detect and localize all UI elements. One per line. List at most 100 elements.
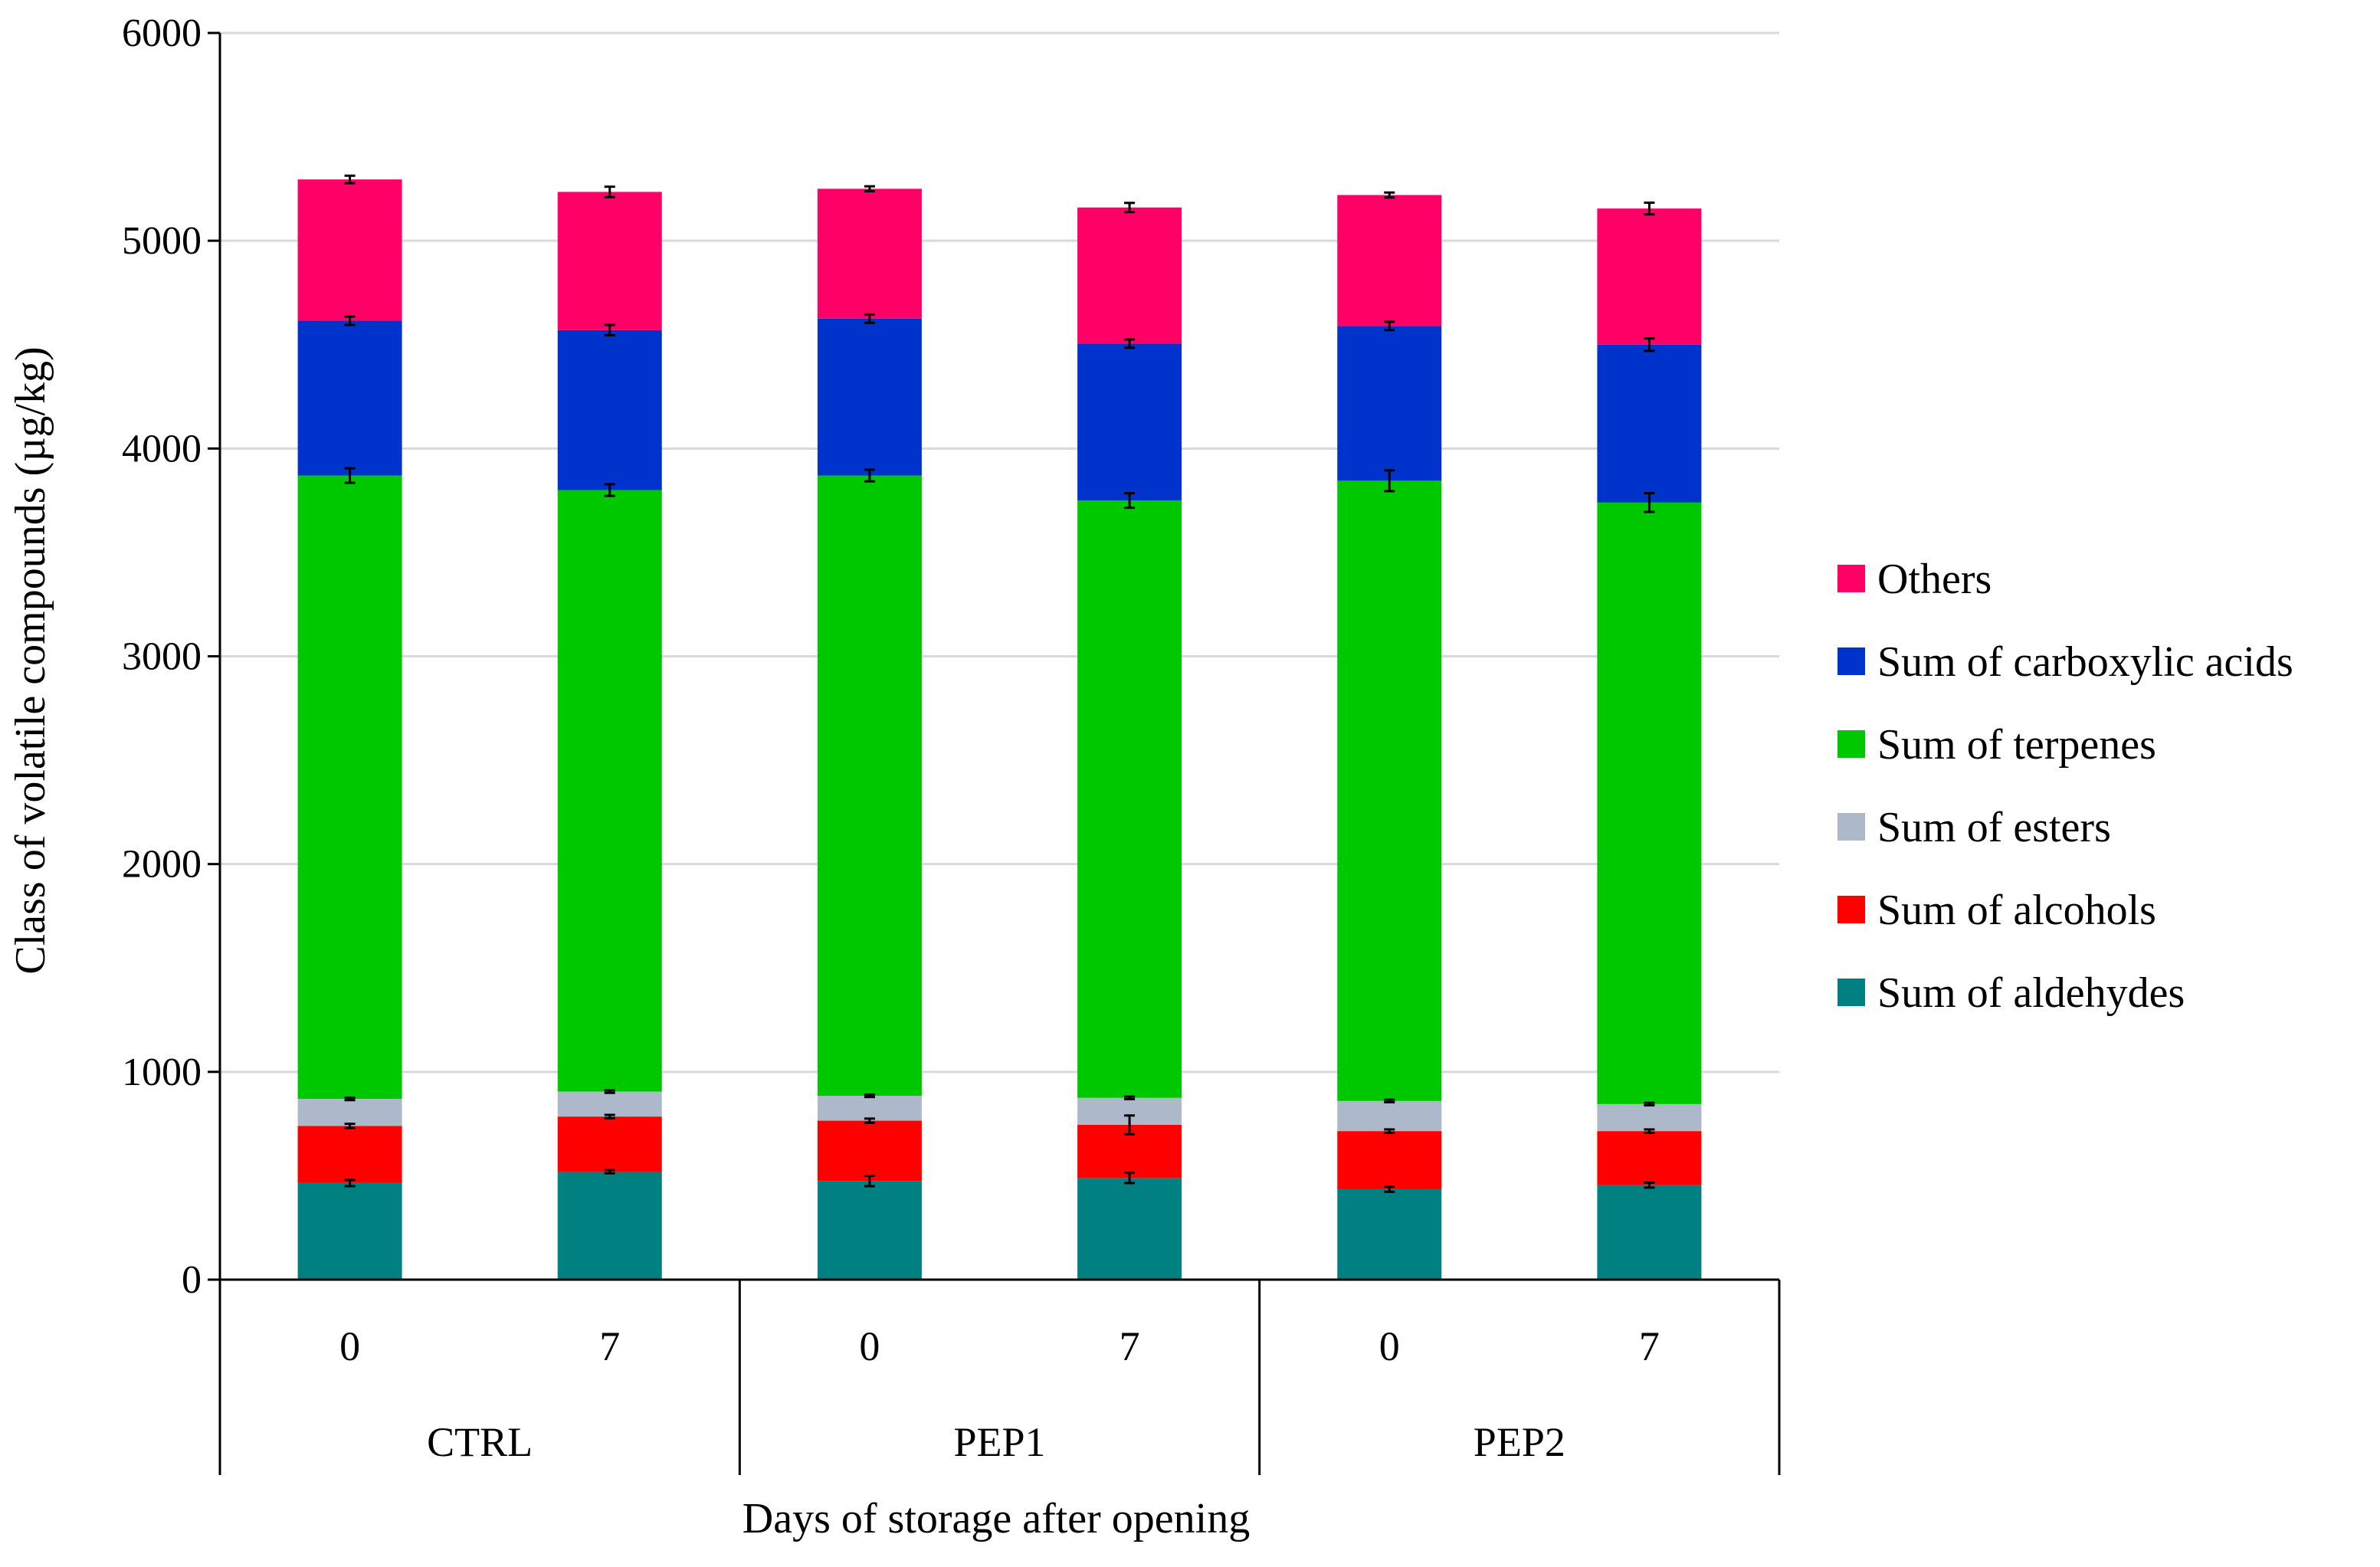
y-tick-label: 0 xyxy=(182,1258,202,1302)
error-bar xyxy=(1384,1098,1395,1103)
error-bar xyxy=(864,1174,875,1188)
legend-label: Sum of alcohols xyxy=(1877,887,2156,934)
error-bar xyxy=(1644,202,1655,216)
bar-segment xyxy=(1077,500,1182,1098)
error-bar xyxy=(864,1093,875,1099)
bar-segment xyxy=(1597,502,1702,1104)
error-bar xyxy=(1644,337,1655,352)
legend-swatch xyxy=(1837,647,1865,675)
group-label: PEP1 xyxy=(953,1419,1045,1465)
x-tick-label: 0 xyxy=(859,1323,880,1369)
x-tick-label: 0 xyxy=(1379,1323,1400,1369)
error-bar xyxy=(344,315,356,326)
bar-segment xyxy=(1597,208,1702,345)
bar-segment xyxy=(817,318,922,476)
error-bar xyxy=(1384,191,1395,199)
legend-label: Others xyxy=(1877,556,1992,603)
legend-label: Sum of carboxylic acids xyxy=(1877,638,2293,686)
bar-segment xyxy=(1337,1189,1442,1280)
y-tick-labels: 0 1000 2000 3000 4000 5000 6000 xyxy=(122,11,220,1302)
error-bars xyxy=(344,174,1655,1193)
bar-segment xyxy=(557,1171,662,1280)
axes xyxy=(218,33,1779,1475)
bar-segment xyxy=(1337,1131,1442,1190)
legend-swatch xyxy=(1837,813,1865,841)
y-tick-label: 5000 xyxy=(122,219,202,263)
error-bar xyxy=(604,1169,615,1175)
x-tick-label: 0 xyxy=(339,1323,360,1369)
error-bar xyxy=(344,1123,356,1129)
bar-segment xyxy=(297,320,402,476)
bar-segment xyxy=(817,1120,922,1182)
gridlines xyxy=(220,31,1779,1074)
y-tick-label: 4000 xyxy=(122,427,202,470)
bar-segment xyxy=(1337,195,1442,326)
bar-segment xyxy=(817,475,922,1097)
error-bar xyxy=(864,185,875,193)
bar-segment xyxy=(817,1181,922,1280)
y-tick-label: 2000 xyxy=(122,843,202,887)
error-bar xyxy=(344,1179,356,1188)
bar-segment xyxy=(817,188,922,319)
bar-segment xyxy=(557,490,662,1092)
bar-segment xyxy=(1337,326,1442,481)
error-bar xyxy=(604,323,615,337)
legend-item: Others xyxy=(1837,556,1992,603)
legend-label: Sum of aldehydes xyxy=(1877,969,2185,1017)
error-bar xyxy=(1384,1185,1395,1193)
bar-segment xyxy=(297,475,402,1100)
bar-segment xyxy=(297,1099,402,1126)
legend-label: Sum of esters xyxy=(1877,804,2111,851)
legend-swatch xyxy=(1837,896,1865,923)
bar-segment xyxy=(1597,1103,1702,1132)
error-bar xyxy=(1124,338,1136,349)
x-tick-label: 7 xyxy=(599,1323,620,1369)
bar-segment xyxy=(1077,1178,1182,1280)
error-bar xyxy=(1124,1095,1136,1100)
group-label: PEP2 xyxy=(1474,1419,1565,1465)
error-bar xyxy=(864,1117,875,1124)
error-bar xyxy=(344,467,356,484)
y-axis-title: Class of volatile compounds (µg/kg) xyxy=(7,346,54,974)
bar-segment xyxy=(1337,1100,1442,1132)
legend: Others Sum of carboxylic acids Sum of terp… xyxy=(1837,556,2293,1017)
bar-segment xyxy=(817,1096,922,1121)
error-bar xyxy=(1384,469,1395,493)
error-bar xyxy=(1644,1181,1655,1189)
bar-segment xyxy=(557,1116,662,1172)
bar-segment xyxy=(297,1182,402,1280)
error-bar xyxy=(344,1096,356,1102)
error-bar xyxy=(1644,1128,1655,1134)
bar-segment xyxy=(557,192,662,330)
error-bar xyxy=(1124,202,1136,214)
legend-label: Sum of terpenes xyxy=(1877,721,2156,769)
error-bar xyxy=(1384,320,1395,332)
bar-segment xyxy=(297,179,402,321)
error-bar xyxy=(1124,1171,1136,1185)
x-tick-label: 7 xyxy=(1120,1323,1140,1369)
error-bar xyxy=(1384,1128,1395,1134)
bar-segment xyxy=(1077,343,1182,501)
error-bar xyxy=(1124,1114,1136,1136)
error-bar xyxy=(604,483,615,497)
legend-item: Sum of terpenes xyxy=(1837,721,2156,769)
legend-swatch xyxy=(1837,565,1865,592)
error-bar xyxy=(344,174,356,185)
bar-segment xyxy=(1597,1185,1702,1280)
x-axis-title: Days of storage after opening xyxy=(743,1495,1250,1542)
error-bar xyxy=(864,468,875,483)
error-bar xyxy=(1644,1101,1655,1106)
x-tick-label: 7 xyxy=(1639,1323,1660,1369)
error-bar xyxy=(864,313,875,324)
bars xyxy=(297,179,1702,1280)
legend-item: Sum of esters xyxy=(1837,804,2111,851)
x-category-labels: 0 7 CTRL 0 7 PEP1 0 7 PEP2 xyxy=(339,1280,1781,1475)
bar-segment xyxy=(1077,207,1182,344)
error-bar xyxy=(1124,492,1136,510)
bar-segment xyxy=(1597,344,1702,503)
bar-segment xyxy=(557,329,662,490)
legend-swatch xyxy=(1837,979,1865,1006)
legend-item: Sum of aldehydes xyxy=(1837,969,2185,1017)
y-tick-label: 1000 xyxy=(122,1051,202,1094)
